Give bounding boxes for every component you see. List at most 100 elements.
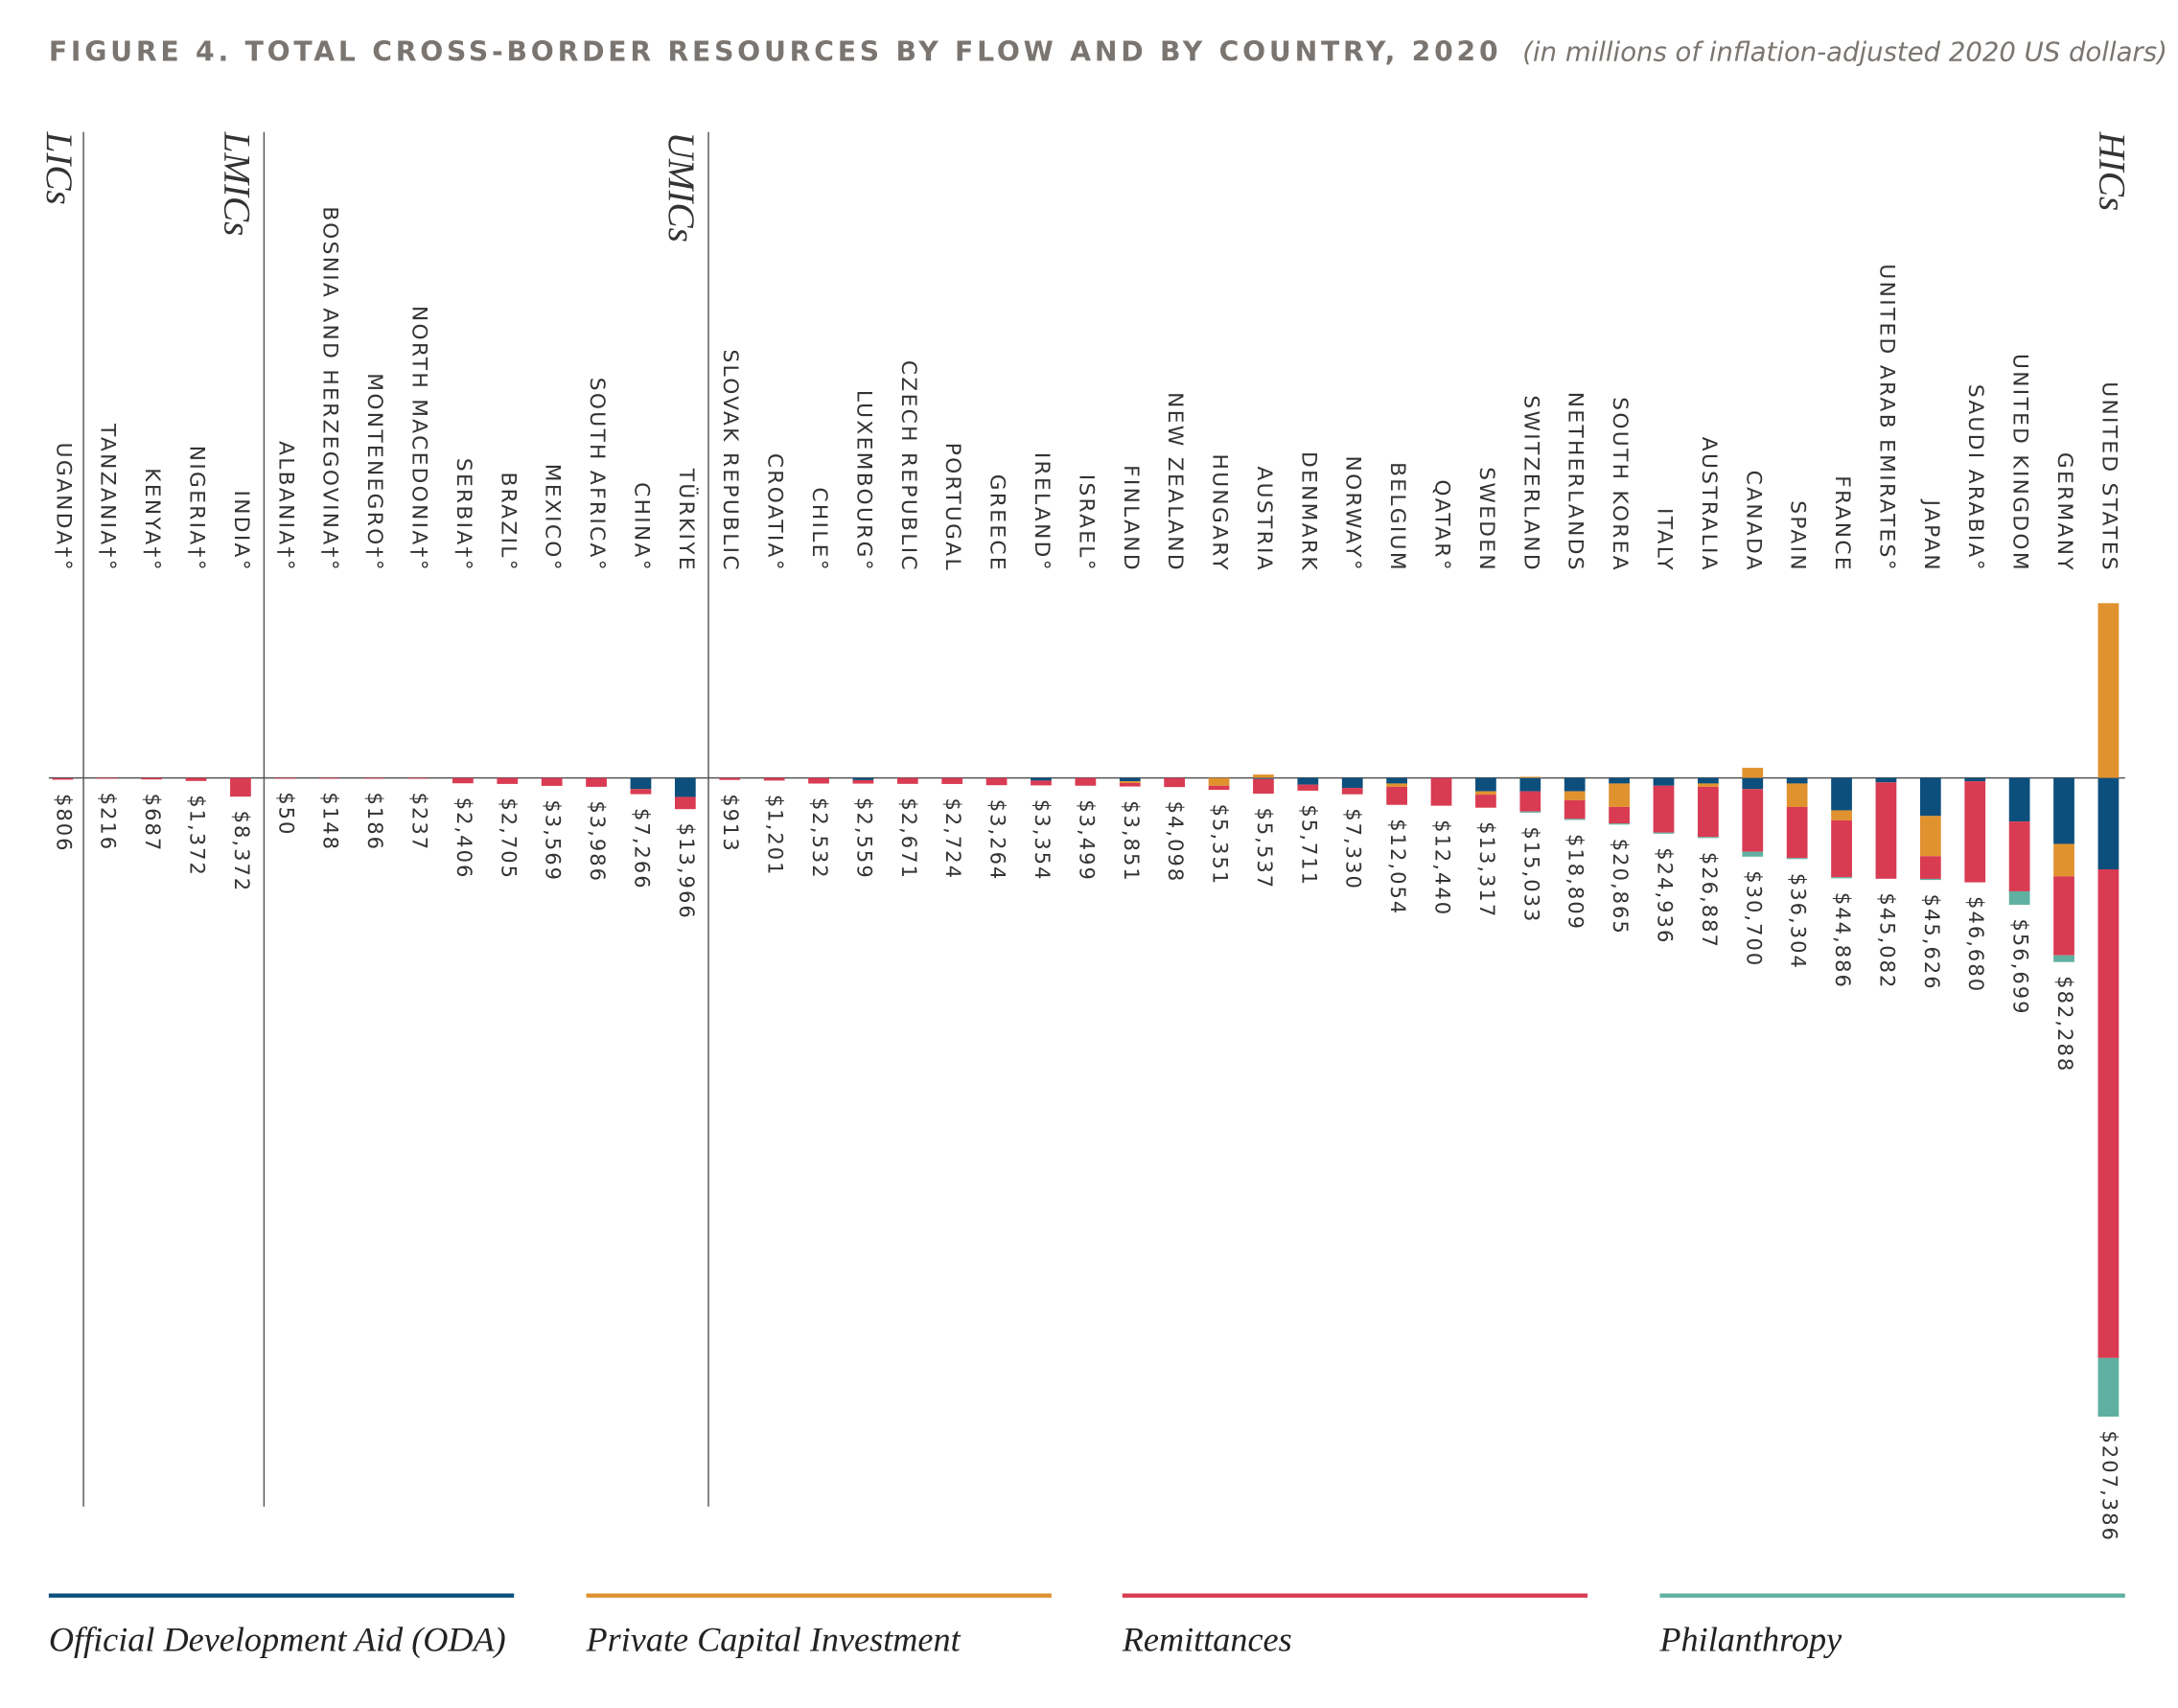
bar-segment xyxy=(1253,777,1274,779)
bar-segment xyxy=(1564,777,1586,792)
bar-segment xyxy=(1386,786,1407,805)
bar-segment xyxy=(2097,869,2120,1358)
chart-subtitle: (in millions of inflation-adjusted 2020 … xyxy=(1522,37,2167,68)
total-label: $687 xyxy=(141,794,164,853)
category-label: UNITED STATES xyxy=(2097,381,2120,572)
total-label: $46,680 xyxy=(1964,896,1987,993)
bar-segment xyxy=(1786,783,1808,807)
bar-segment xyxy=(1742,768,1764,778)
category-label: CZECH REPUBLIC xyxy=(896,360,920,572)
total-label: $2,724 xyxy=(941,797,964,880)
category-label: QATAR° xyxy=(1430,479,1454,572)
bar-segment xyxy=(2053,777,2074,844)
bar-segment xyxy=(1386,777,1407,784)
bar-segment xyxy=(2008,890,2030,905)
total-label: $5,351 xyxy=(1209,804,1232,887)
total-label: $806 xyxy=(52,794,75,853)
total-label: $1,201 xyxy=(764,795,787,877)
bar-segment xyxy=(318,777,340,779)
total-label: $50 xyxy=(274,792,297,836)
bar-segment xyxy=(1475,777,1496,792)
bar-segment xyxy=(1119,781,1141,783)
category-label: SOUTH AFRICA° xyxy=(585,378,609,572)
total-label: $7,266 xyxy=(630,808,653,890)
bar-segment xyxy=(1786,858,1808,860)
bar-segment xyxy=(1164,777,1186,788)
category-label: GREECE xyxy=(985,474,1009,572)
bar-segment xyxy=(1609,777,1630,784)
bar-segment xyxy=(852,779,874,784)
category-label: LUXEMBOURG° xyxy=(851,390,875,572)
total-label: $13,317 xyxy=(1475,821,1498,918)
category-label: UNITED KINGDOM xyxy=(2008,354,2032,572)
chart-title: FIGURE 4. TOTAL CROSS-BORDER RESOURCES B… xyxy=(49,36,1502,68)
category-label: CHILE° xyxy=(807,487,831,572)
total-label: $186 xyxy=(363,793,386,852)
category-label: CHINA° xyxy=(629,482,653,572)
bar-segment xyxy=(1831,819,1852,878)
group-label: UMICs xyxy=(660,132,702,242)
bar-segment xyxy=(1831,877,1852,879)
category-label: INDIA° xyxy=(229,490,253,571)
bar-segment xyxy=(1430,777,1452,806)
total-label: $7,330 xyxy=(1342,808,1365,890)
bar-segment xyxy=(1964,777,1986,782)
bar-segment xyxy=(1609,823,1630,825)
bar-segment xyxy=(230,777,251,797)
bar-segment xyxy=(1698,777,1719,784)
total-label: $24,936 xyxy=(1653,847,1676,944)
bar-segment xyxy=(1964,781,1986,883)
bar-segment xyxy=(1609,806,1630,824)
category-label: IRELAND° xyxy=(1030,452,1054,572)
chart-heading: FIGURE 4. TOTAL CROSS-BORDER RESOURCES B… xyxy=(49,36,2167,68)
bar-segment xyxy=(674,796,696,810)
total-label: $2,705 xyxy=(497,797,520,880)
category-label: KENYA†° xyxy=(140,468,164,572)
bar-segment xyxy=(1698,786,1719,838)
total-label: $13,966 xyxy=(675,823,698,920)
category-label: NIGERIA†° xyxy=(185,446,209,572)
bar-segment xyxy=(1919,878,1941,881)
total-label: $207,386 xyxy=(2097,1431,2120,1542)
bar-segment xyxy=(674,777,696,797)
category-label: BELGIUM xyxy=(1385,462,1409,572)
category-label: FINLAND xyxy=(1119,465,1143,572)
bar-segment xyxy=(941,777,963,784)
bar-segment xyxy=(363,777,384,779)
bar-segment xyxy=(1875,782,1897,879)
total-label: $3,264 xyxy=(986,799,1009,882)
total-label: $56,699 xyxy=(2009,918,2032,1015)
bar-segment xyxy=(1031,777,1052,781)
total-label: $3,569 xyxy=(542,799,565,882)
bar-segment xyxy=(96,777,118,779)
bar-segment xyxy=(2053,955,2074,962)
bar-segment xyxy=(586,777,607,787)
total-label: $45,626 xyxy=(1920,894,1943,991)
bar-segment xyxy=(630,789,652,795)
total-label: $2,559 xyxy=(852,797,875,880)
bar-segment xyxy=(1919,816,1941,857)
total-label: $20,865 xyxy=(1609,839,1632,935)
bar-segment xyxy=(1653,832,1675,834)
bar-segment xyxy=(1386,783,1407,787)
category-label: SPAIN xyxy=(1786,500,1810,572)
total-label: $8,372 xyxy=(230,811,253,893)
bar-segment xyxy=(1831,777,1852,811)
category-label: SERBIA†° xyxy=(452,458,475,572)
bar-segment xyxy=(1119,777,1141,782)
total-label: $5,537 xyxy=(1253,808,1276,890)
bar-segment xyxy=(1519,777,1541,792)
total-label: $82,288 xyxy=(2053,976,2076,1073)
category-label: FRANCE xyxy=(1830,475,1854,572)
bar-segment xyxy=(1564,799,1586,819)
plot: LICs LMICs UMICs HICs UGANDA†° $806 TANZANIA†°… xyxy=(38,131,2132,1659)
bar-segment xyxy=(1919,856,1941,879)
bar-segment xyxy=(407,777,429,779)
category-label: SWEDEN xyxy=(1474,467,1498,572)
bar-segment xyxy=(1698,783,1719,787)
total-label: $4,098 xyxy=(1164,801,1187,884)
bar-segment xyxy=(1786,806,1808,859)
category-label: NETHERLANDS xyxy=(1564,392,1587,572)
bar-segment xyxy=(1208,785,1230,791)
bar-segment xyxy=(541,777,563,786)
